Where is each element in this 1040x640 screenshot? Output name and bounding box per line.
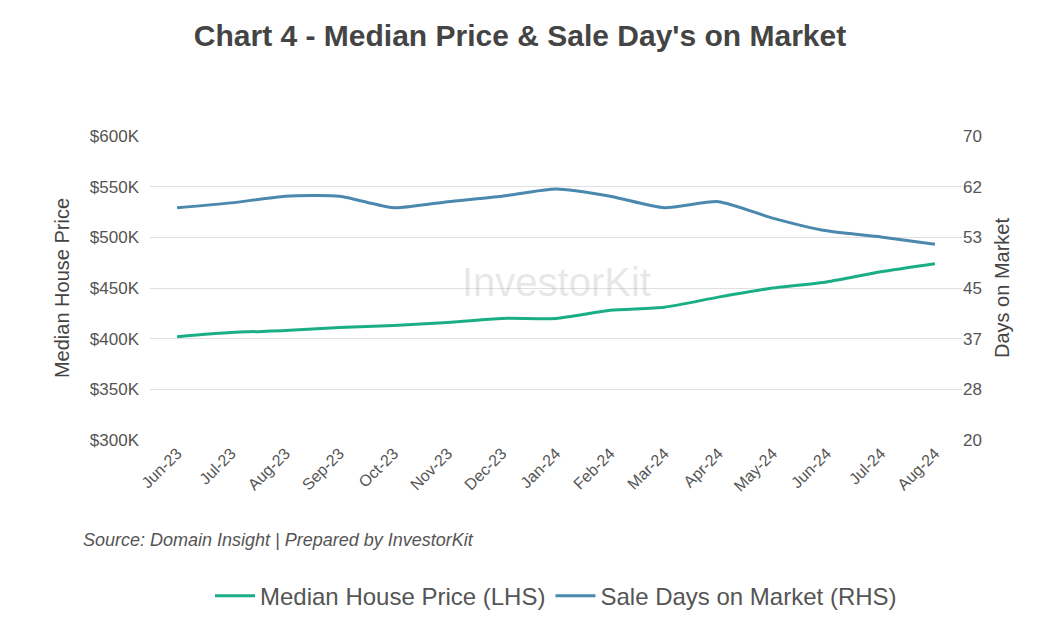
svg-text:Dec-23: Dec-23 <box>461 445 510 494</box>
svg-text:$500K: $500K <box>90 228 140 247</box>
svg-text:62: 62 <box>963 178 982 197</box>
svg-text:Aug-23: Aug-23 <box>245 445 294 494</box>
svg-text:20: 20 <box>963 431 982 450</box>
svg-text:Median House Price: Median House Price <box>51 198 73 378</box>
svg-text:Nov-23: Nov-23 <box>407 445 456 494</box>
svg-text:Jun-24: Jun-24 <box>788 445 835 492</box>
svg-text:45: 45 <box>963 279 982 298</box>
svg-text:Sep-23: Sep-23 <box>299 445 348 494</box>
svg-text:53: 53 <box>963 228 982 247</box>
svg-text:Chart 4 - Median Price & Sale: Chart 4 - Median Price & Sale Day's on M… <box>194 19 846 52</box>
svg-text:$550K: $550K <box>90 178 140 197</box>
svg-text:Median House Price (LHS): Median House Price (LHS) <box>260 583 545 610</box>
svg-text:Days on Market: Days on Market <box>991 218 1013 358</box>
svg-text:$400K: $400K <box>90 330 140 349</box>
svg-text:InvestorKit: InvestorKit <box>462 260 651 304</box>
svg-text:Apr-24: Apr-24 <box>680 445 726 491</box>
svg-text:$600K: $600K <box>90 127 140 146</box>
svg-text:Jan-24: Jan-24 <box>517 445 564 492</box>
svg-text:$450K: $450K <box>90 279 140 298</box>
svg-text:Source: Domain Insight | Prepa: Source: Domain Insight | Prepared by Inv… <box>83 530 474 550</box>
svg-text:Mar-24: Mar-24 <box>624 445 672 493</box>
svg-text:$300K: $300K <box>90 431 140 450</box>
svg-text:$350K: $350K <box>90 380 140 399</box>
svg-text:Sale Days on Market (RHS): Sale Days on Market (RHS) <box>600 583 896 610</box>
svg-text:Feb-24: Feb-24 <box>570 445 618 493</box>
svg-text:Oct-23: Oct-23 <box>355 445 401 491</box>
svg-text:Jun-23: Jun-23 <box>138 445 185 492</box>
svg-text:Jul-24: Jul-24 <box>846 445 889 488</box>
svg-text:Aug-24: Aug-24 <box>894 445 943 494</box>
svg-text:May-24: May-24 <box>731 445 781 495</box>
svg-text:28: 28 <box>963 380 982 399</box>
svg-text:37: 37 <box>963 330 982 349</box>
svg-text:70: 70 <box>963 127 982 146</box>
svg-text:Jul-23: Jul-23 <box>196 445 239 488</box>
